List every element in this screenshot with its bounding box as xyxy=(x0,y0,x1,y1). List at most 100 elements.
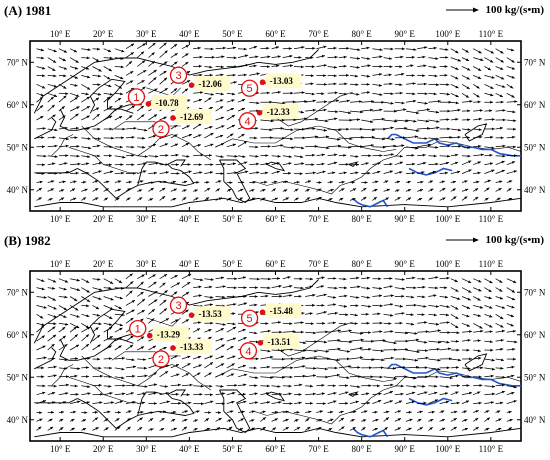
wind-arrow xyxy=(316,304,325,307)
wind-arrow xyxy=(484,118,495,121)
wind-arrow xyxy=(372,145,386,149)
wind-arrow xyxy=(361,401,371,405)
wind-arrow xyxy=(361,46,370,50)
wind-arrow xyxy=(70,367,81,370)
wind-arrow xyxy=(349,393,359,396)
station-value: -13.03 xyxy=(270,76,294,86)
wind-arrow xyxy=(361,347,372,351)
wind-arrow xyxy=(226,65,238,69)
wind-arrow xyxy=(405,358,418,362)
wind-arrow xyxy=(103,345,112,351)
border-line xyxy=(146,87,181,97)
wind-arrow xyxy=(226,373,235,378)
wind-arrow xyxy=(137,162,147,166)
wind-arrow xyxy=(305,47,316,50)
wind-arrow xyxy=(159,318,170,324)
wind-arrow xyxy=(69,287,81,291)
wind-arrow xyxy=(316,74,327,77)
wind-arrow xyxy=(327,338,341,342)
wind-arrow xyxy=(338,180,345,184)
wind-arrow xyxy=(461,419,468,422)
wind-arrow xyxy=(495,329,505,333)
wind-arrow xyxy=(193,64,202,68)
wind-arrow xyxy=(137,128,148,132)
wind-arrow xyxy=(506,365,515,369)
wind-arrow xyxy=(405,276,416,280)
coastline xyxy=(33,279,319,344)
wind-arrow xyxy=(484,322,493,328)
wind-arrow xyxy=(428,74,438,78)
wind-arrow xyxy=(114,313,125,317)
wind-arrow xyxy=(473,135,483,139)
wind-arrow xyxy=(450,331,460,335)
wind-arrow xyxy=(260,384,270,388)
wind-arrow xyxy=(461,348,470,352)
wind-arrow xyxy=(36,56,45,60)
wind-arrow xyxy=(47,162,56,166)
wind-arrow xyxy=(125,365,137,369)
wind-arrow xyxy=(58,343,68,351)
wind-arrow xyxy=(372,180,379,184)
wind-arrow xyxy=(495,75,505,80)
wind-arrow xyxy=(226,181,233,184)
wind-arrow xyxy=(136,105,145,112)
wind-arrow xyxy=(383,356,394,360)
wind-arrow xyxy=(148,171,158,175)
wind-arrow xyxy=(316,321,326,325)
wind-arrow xyxy=(103,296,114,301)
wind-arrow xyxy=(36,163,46,167)
wind-arrow xyxy=(125,290,133,297)
wind-arrow xyxy=(92,161,103,166)
wind-arrow xyxy=(405,295,415,299)
wind-arrow xyxy=(260,349,271,353)
wind-arrow xyxy=(36,305,47,309)
lon-tick-label: 10° E xyxy=(50,214,71,224)
wind-arrow xyxy=(450,305,459,310)
wind-arrow xyxy=(495,100,504,104)
lon-tick-label: 90° E xyxy=(395,444,416,454)
wind-arrow xyxy=(450,366,459,369)
wind-arrow xyxy=(372,427,379,431)
wind-arrow xyxy=(237,418,245,422)
wind-arrow xyxy=(316,135,330,139)
wind-arrow xyxy=(271,418,279,422)
wind-arrow xyxy=(137,136,146,140)
wind-arrow xyxy=(338,401,349,405)
wind-arrow xyxy=(349,155,359,158)
wind-arrow xyxy=(394,144,405,148)
wind-arrow xyxy=(495,339,504,342)
wind-arrow xyxy=(506,313,515,318)
lon-tick-label: 10° E xyxy=(50,259,71,269)
wind-arrow xyxy=(473,313,481,317)
wind-arrow xyxy=(305,171,316,175)
wind-arrow xyxy=(58,115,66,121)
wind-arrow xyxy=(450,92,459,98)
wind-arrow xyxy=(271,401,282,404)
wind-arrow xyxy=(439,171,449,175)
wind-arrow xyxy=(58,358,68,362)
wind-arrow xyxy=(204,411,212,414)
wind-arrow xyxy=(305,127,316,131)
coastline xyxy=(137,159,195,186)
wind-arrow xyxy=(383,92,394,96)
wind-arrow xyxy=(103,92,113,96)
station-label-bg xyxy=(265,73,302,89)
wind-arrow xyxy=(282,128,294,132)
wind-arrow xyxy=(495,305,506,309)
wind-arrow xyxy=(372,196,378,201)
wind-arrow xyxy=(137,274,145,280)
wind-arrow xyxy=(506,83,514,89)
wind-arrow xyxy=(372,188,378,192)
wind-arrow xyxy=(282,384,292,388)
wind-arrow xyxy=(137,401,146,405)
wind-arrow xyxy=(159,187,166,192)
wind-arrow xyxy=(226,295,236,299)
wind-arrow xyxy=(69,334,79,342)
wind-arrow xyxy=(92,278,101,281)
wind-arrow xyxy=(193,278,204,282)
wind-arrow xyxy=(260,100,273,104)
lon-tick-label: 90° E xyxy=(395,214,416,224)
wind-arrow xyxy=(103,366,113,370)
wind-arrow xyxy=(226,419,232,423)
wind-arrow xyxy=(506,170,518,174)
